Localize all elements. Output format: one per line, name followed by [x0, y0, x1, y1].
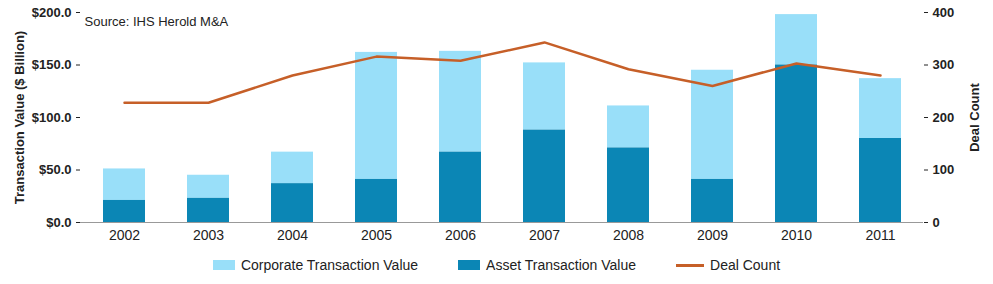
svg-text:Transaction Value ($ Billion): Transaction Value ($ Billion): [12, 31, 27, 204]
svg-text:2003: 2003: [193, 227, 224, 243]
svg-text:400: 400: [933, 5, 955, 20]
svg-text:300: 300: [933, 57, 955, 72]
svg-text:Source: IHS Herold M&A: Source: IHS Herold M&A: [85, 14, 229, 29]
svg-text:$0.0: $0.0: [46, 215, 71, 230]
svg-text:$150.0: $150.0: [32, 57, 72, 72]
svg-text:$50.0: $50.0: [39, 162, 72, 177]
svg-text:2011: 2011: [865, 227, 895, 243]
svg-text:Deal Count: Deal Count: [967, 83, 982, 152]
svg-text:0: 0: [933, 215, 940, 230]
svg-text:2007: 2007: [529, 227, 560, 243]
svg-text:$100.0: $100.0: [32, 110, 72, 125]
svg-text:2002: 2002: [109, 227, 140, 243]
svg-text:2010: 2010: [781, 227, 812, 243]
svg-text:2006: 2006: [445, 227, 476, 243]
html-text:Asset Transaction Value: Asset Transaction Value: [486, 257, 636, 273]
html-text:Deal Count: Deal Count: [710, 257, 781, 273]
svg-text:$200.0: $200.0: [32, 5, 72, 20]
svg-text:100: 100: [933, 162, 955, 177]
html-text:Corporate Transaction Value: Corporate Transaction Value: [240, 257, 419, 273]
svg-text:2004: 2004: [277, 227, 308, 243]
svg-text:2008: 2008: [613, 227, 644, 243]
svg-text:2005: 2005: [361, 227, 392, 243]
svg-text:2009: 2009: [697, 227, 728, 243]
svg-text:200: 200: [933, 110, 955, 125]
